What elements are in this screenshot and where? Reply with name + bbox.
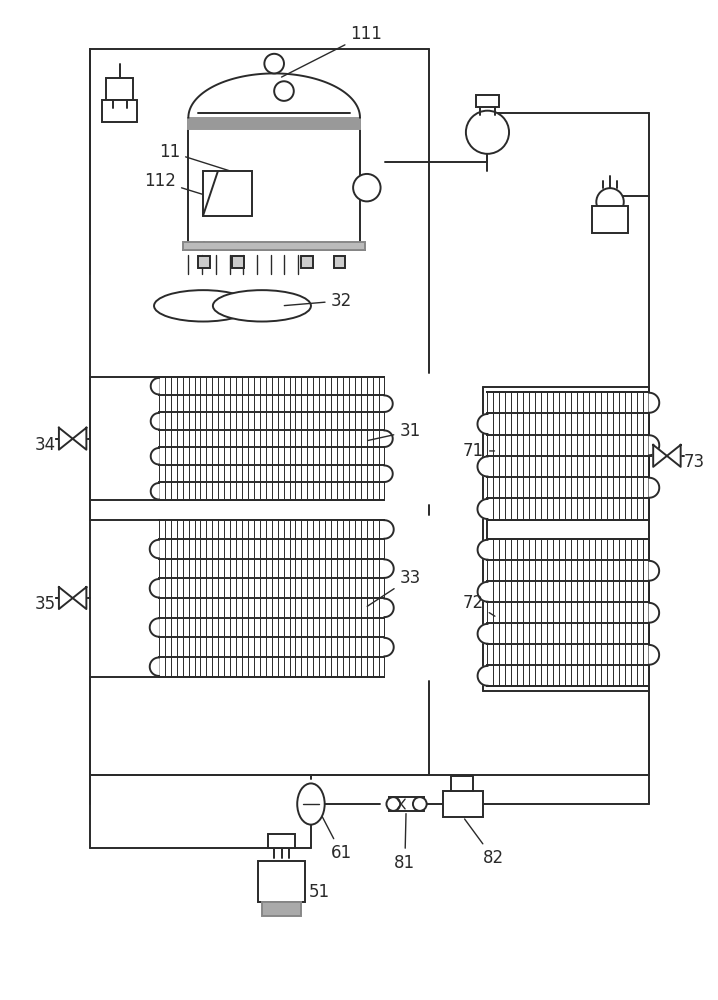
Polygon shape — [649, 645, 659, 665]
Bar — [258, 861, 305, 902]
Ellipse shape — [213, 290, 311, 322]
Bar — [592, 206, 628, 233]
Polygon shape — [649, 603, 659, 623]
Text: 32: 32 — [284, 292, 352, 310]
Polygon shape — [667, 445, 681, 467]
Text: 34: 34 — [34, 436, 55, 454]
Bar — [233, 256, 244, 268]
Ellipse shape — [297, 783, 325, 825]
Text: 11: 11 — [159, 143, 245, 176]
Text: 71: 71 — [463, 442, 495, 460]
Circle shape — [466, 111, 509, 154]
Polygon shape — [477, 457, 488, 476]
Bar — [188, 118, 360, 129]
Polygon shape — [385, 520, 393, 539]
Polygon shape — [59, 428, 73, 450]
Polygon shape — [150, 618, 159, 637]
Polygon shape — [73, 587, 86, 609]
Bar — [301, 256, 313, 268]
Bar — [451, 776, 472, 791]
Polygon shape — [477, 624, 488, 644]
Bar — [102, 100, 137, 122]
Bar — [203, 171, 252, 216]
Polygon shape — [150, 579, 159, 597]
Polygon shape — [477, 666, 488, 686]
Text: 31: 31 — [368, 422, 421, 441]
Bar — [188, 118, 360, 245]
Polygon shape — [188, 73, 360, 118]
Polygon shape — [477, 414, 488, 434]
Text: 112: 112 — [144, 172, 205, 195]
Bar — [198, 256, 210, 268]
Text: 35: 35 — [34, 595, 55, 613]
Circle shape — [274, 81, 294, 101]
Text: 82: 82 — [465, 819, 504, 867]
Polygon shape — [477, 540, 488, 560]
Text: 73: 73 — [684, 453, 705, 471]
Text: 61: 61 — [322, 816, 352, 862]
Circle shape — [264, 54, 284, 73]
Text: 33: 33 — [367, 569, 421, 606]
Circle shape — [386, 797, 400, 811]
Text: 72: 72 — [463, 594, 495, 616]
Polygon shape — [649, 393, 659, 413]
Polygon shape — [385, 599, 393, 617]
Polygon shape — [385, 466, 393, 482]
Text: 81: 81 — [394, 814, 416, 872]
Polygon shape — [385, 395, 393, 412]
Circle shape — [597, 188, 624, 216]
Polygon shape — [151, 448, 159, 464]
Circle shape — [413, 797, 426, 811]
Polygon shape — [385, 559, 393, 578]
Ellipse shape — [154, 290, 252, 322]
Polygon shape — [73, 428, 86, 450]
Polygon shape — [150, 540, 159, 558]
Bar — [106, 78, 134, 100]
Text: 111: 111 — [281, 25, 382, 77]
Bar — [333, 256, 345, 268]
Bar — [389, 797, 424, 811]
Polygon shape — [151, 483, 159, 499]
Polygon shape — [150, 657, 159, 676]
Polygon shape — [649, 561, 659, 581]
Polygon shape — [385, 638, 393, 656]
Polygon shape — [151, 378, 159, 394]
Circle shape — [353, 174, 381, 201]
Polygon shape — [385, 430, 393, 447]
Text: 51: 51 — [309, 883, 330, 901]
Polygon shape — [59, 587, 73, 609]
Bar — [184, 242, 365, 250]
Bar — [476, 95, 499, 107]
Polygon shape — [649, 435, 659, 455]
Polygon shape — [477, 499, 488, 519]
Polygon shape — [151, 413, 159, 429]
Polygon shape — [477, 582, 488, 602]
Polygon shape — [653, 445, 667, 467]
Polygon shape — [649, 478, 659, 498]
Bar — [443, 791, 482, 817]
Bar — [262, 902, 301, 916]
Bar — [268, 834, 295, 848]
